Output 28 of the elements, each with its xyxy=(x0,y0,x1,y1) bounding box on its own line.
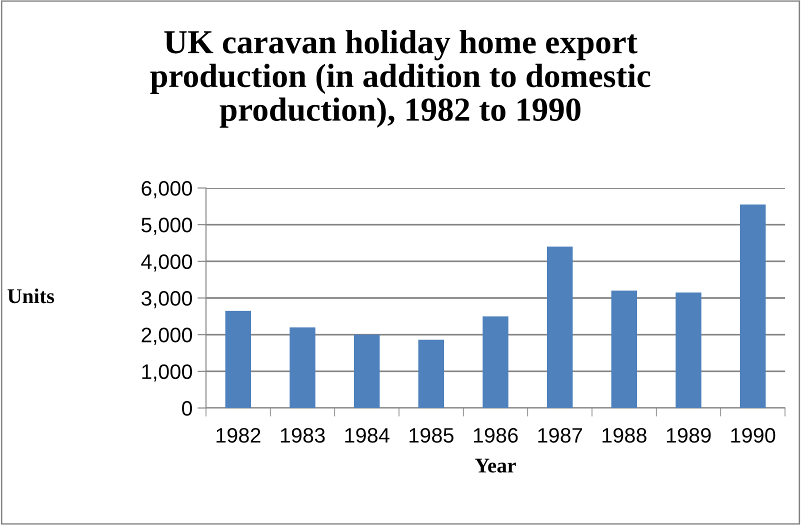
x-axis-title: Year xyxy=(475,458,516,473)
y-tick-label: 6,000 xyxy=(142,181,192,198)
y-tick-label: 3,000 xyxy=(141,291,192,308)
y-tick-label: 5,000 xyxy=(142,218,192,235)
bar xyxy=(740,204,766,408)
bar xyxy=(482,316,508,408)
bar xyxy=(676,292,702,408)
x-tick-label: 1987 xyxy=(538,428,582,443)
x-tick-label: 1988 xyxy=(602,428,646,443)
x-tick-label: 1986 xyxy=(474,428,518,443)
y-tick-label: 0 xyxy=(182,401,192,416)
bar xyxy=(354,334,380,408)
y-tick-label: 2,000 xyxy=(142,328,192,345)
y-axis-title: Units xyxy=(8,288,54,304)
bar xyxy=(611,290,638,408)
y-tick-label: 4,000 xyxy=(141,254,192,272)
bar xyxy=(290,327,316,408)
x-tick-label: 1989 xyxy=(666,428,711,443)
bar xyxy=(225,310,252,408)
x-tick-label: 1983 xyxy=(280,428,325,443)
x-tick-label: 1982 xyxy=(216,428,260,443)
x-tick-label: 1990 xyxy=(731,428,776,443)
y-tick-label: 1,000 xyxy=(142,364,192,382)
bar xyxy=(546,246,573,408)
bar xyxy=(418,340,444,408)
x-tick-label: 1985 xyxy=(410,428,454,443)
x-tick-label: 1984 xyxy=(345,428,390,443)
chart-title: UK caravan holiday home export production (in addition to domestic production), 1982 to 1990 xyxy=(150,30,650,128)
